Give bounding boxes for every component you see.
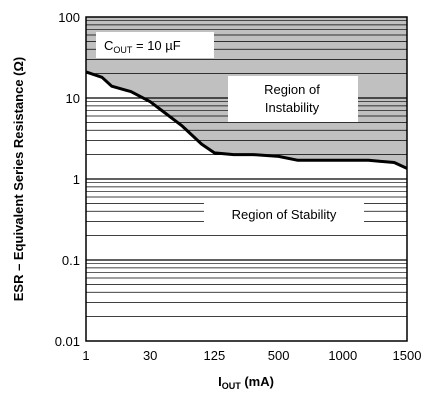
y-tick-label: 1 (73, 172, 80, 187)
instability-annotation: Region of Instability (228, 76, 358, 122)
y-axis-label: ESR – Equivalent Series Resistance (Ω) (11, 57, 26, 302)
x-tick-label: 1500 (393, 348, 422, 363)
x-axis-label: IOUT (mA) (218, 374, 274, 391)
plot-frame (85, 16, 408, 342)
capacitance-label: COUT = 10 µF (104, 38, 181, 55)
x-tick-label: 500 (268, 348, 290, 363)
instability-label-line1: Region of (264, 82, 320, 97)
y-tick-labels: 100 10 1 0.1 0.01 (55, 10, 80, 349)
stability-annotation: Region of Stability (204, 203, 364, 225)
y-tick-label: 0.1 (62, 253, 80, 268)
y-tick-label: 10 (66, 91, 80, 106)
instability-label-line2: Instability (265, 100, 320, 115)
x-tick-label: 125 (204, 348, 226, 363)
y-tick-label: 100 (58, 10, 80, 25)
esr-boundary-curve (86, 70, 407, 170)
x-tick-label: 1000 (328, 348, 357, 363)
x-tick-label: 30 (143, 348, 157, 363)
capacitance-annotation: COUT = 10 µF (96, 32, 214, 58)
stability-label: Region of Stability (232, 207, 337, 222)
x-tick-label: 1 (82, 348, 89, 363)
x-tick-labels: 1 30 125 500 1000 1500 (82, 348, 421, 363)
y-tick-label: 0.01 (55, 334, 80, 349)
